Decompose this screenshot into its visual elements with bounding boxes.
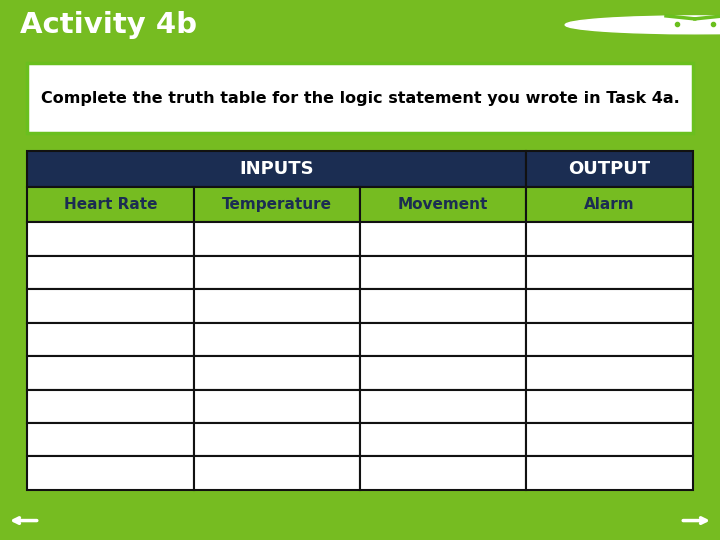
Bar (27, 151, 526, 187)
Bar (27, 423, 194, 456)
Bar (194, 356, 360, 389)
Bar (526, 456, 693, 490)
Bar (526, 323, 693, 356)
Text: Temperature: Temperature (222, 197, 332, 212)
Bar (27, 456, 194, 490)
Bar (526, 187, 693, 222)
Bar (27, 389, 194, 423)
Bar (526, 289, 693, 323)
Text: Activity 4b: Activity 4b (20, 11, 197, 39)
Bar (526, 356, 693, 389)
Text: Alarm: Alarm (584, 197, 635, 212)
Bar (360, 456, 526, 490)
Bar (526, 389, 693, 423)
Bar (194, 289, 360, 323)
Bar (360, 389, 526, 423)
Bar (526, 222, 693, 256)
Bar (360, 289, 526, 323)
Bar (194, 456, 360, 490)
Bar (360, 323, 526, 356)
Bar (27, 289, 194, 323)
Bar (27, 323, 194, 356)
Bar (360, 423, 526, 456)
Bar (360, 356, 526, 389)
Bar (526, 256, 693, 289)
Text: Complete the truth table for the logic statement you wrote in Task 4a.: Complete the truth table for the logic s… (40, 91, 680, 106)
Text: ♀: ♀ (687, 10, 707, 38)
Bar (360, 256, 526, 289)
Bar (27, 222, 194, 256)
Text: Movement: Movement (398, 197, 488, 212)
Bar (27, 256, 194, 289)
Bar (194, 389, 360, 423)
Bar (360, 222, 526, 256)
Bar (194, 187, 360, 222)
Bar (360, 187, 526, 222)
Bar (194, 256, 360, 289)
Circle shape (565, 16, 720, 34)
Text: OUTPUT: OUTPUT (568, 160, 651, 178)
Bar (27, 63, 693, 133)
Text: INPUTS: INPUTS (240, 160, 314, 178)
Text: Heart Rate: Heart Rate (64, 197, 157, 212)
Bar (27, 187, 194, 222)
Bar (526, 151, 693, 187)
Bar (194, 323, 360, 356)
Bar (27, 356, 194, 389)
Bar (526, 423, 693, 456)
Bar (194, 423, 360, 456)
Bar (194, 222, 360, 256)
